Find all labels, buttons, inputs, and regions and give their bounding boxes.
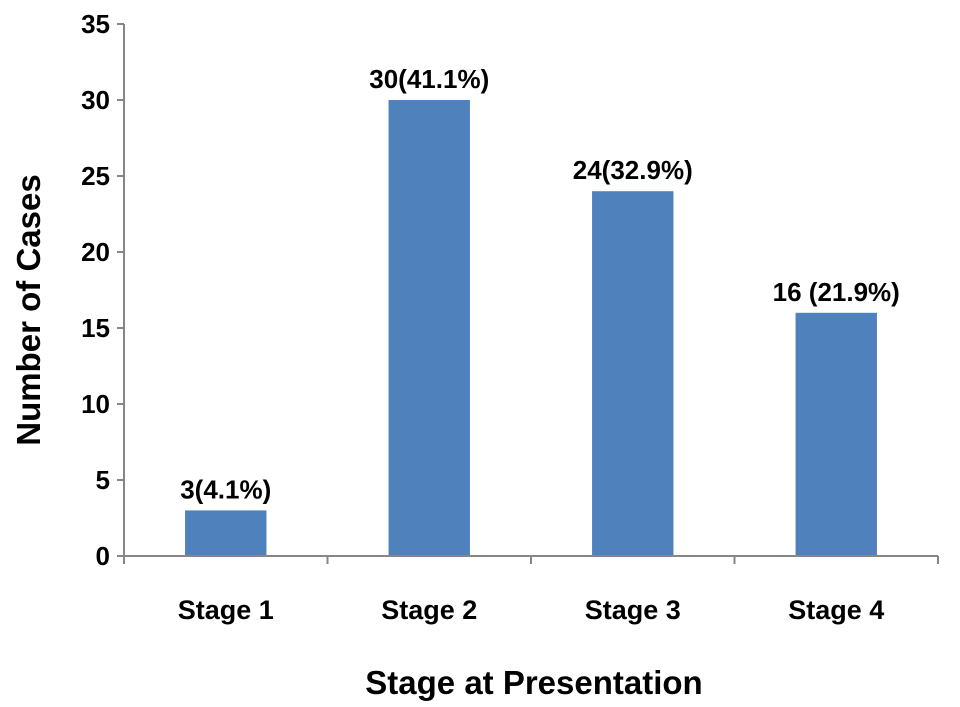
x-tick-label: Stage 1 (178, 595, 274, 625)
y-axis-title: Number of Cases (10, 174, 47, 445)
y-tick-label: 25 (81, 161, 110, 191)
data-labels: 3(4.1%) 30(41.1%) 24(32.9%) 16 (21.9%) (180, 64, 900, 504)
data-label: 30(41.1%) (369, 64, 489, 94)
y-tick-label: 15 (81, 313, 110, 343)
bar-stage-3 (592, 191, 674, 556)
bar-stage-1 (185, 510, 267, 556)
y-tick-label: 20 (81, 237, 110, 267)
y-axis-ticks: 0 5 10 15 20 25 30 35 (81, 9, 124, 571)
x-tick-label: Stage 4 (788, 595, 884, 625)
y-tick-label: 5 (96, 465, 110, 495)
data-label: 16 (21.9%) (773, 277, 900, 307)
x-axis-title: Stage at Presentation (365, 664, 702, 701)
data-label: 24(32.9%) (573, 155, 693, 185)
y-tick-label: 0 (96, 541, 110, 571)
x-tick-label: Stage 2 (381, 595, 477, 625)
data-label: 3(4.1%) (180, 474, 271, 504)
bar-stage-4 (795, 312, 877, 556)
bar-stage-2 (388, 100, 470, 556)
x-axis-ticks: Stage 1 Stage 2 Stage 3 Stage 4 (123, 556, 939, 625)
y-tick-label: 35 (81, 9, 110, 39)
y-tick-label: 30 (81, 85, 110, 115)
x-tick-label: Stage 3 (585, 595, 681, 625)
y-tick-label: 10 (81, 389, 110, 419)
bars (185, 100, 877, 556)
